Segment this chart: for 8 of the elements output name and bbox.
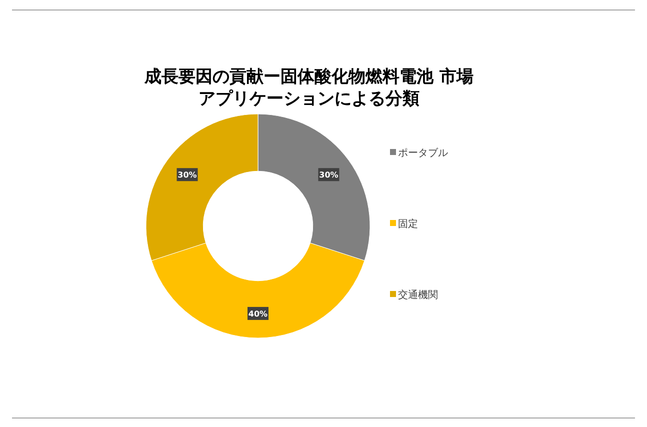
data-label: 40% bbox=[248, 309, 268, 318]
legend-label: ポータブル bbox=[398, 147, 448, 159]
data-label: 30% bbox=[319, 170, 338, 180]
data-label: 30% bbox=[178, 170, 197, 180]
legend-label: 固定 bbox=[398, 218, 418, 230]
legend-label: 交通機関 bbox=[398, 289, 438, 301]
chart-title: 成長要因の貢献ー固体酸化物燃料電池 市場 bbox=[144, 67, 474, 87]
chart-subtitle: アプリケーションによる分類 bbox=[198, 89, 420, 109]
